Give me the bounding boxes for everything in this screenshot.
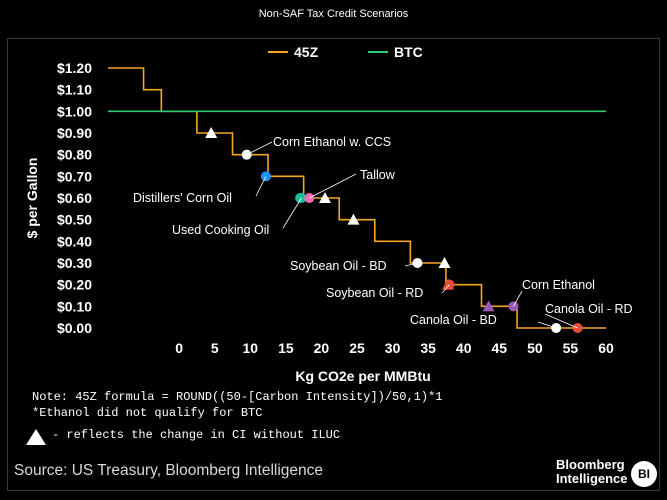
annotation-leader — [513, 290, 523, 307]
chart-title: Non-SAF Tax Credit Scenarios — [258, 8, 409, 20]
annotation-leader — [255, 176, 267, 197]
annotation-label: Canola Oil - BD — [410, 313, 497, 327]
ethanol-note: *Ethanol did not qualify for BTC — [32, 406, 263, 420]
data-point-triangle — [347, 213, 360, 225]
triangle-legend-icon — [26, 429, 46, 445]
y-axis-label: $ per Gallon — [24, 158, 40, 239]
data-point-triangle — [438, 257, 451, 268]
annotation-leader — [246, 141, 273, 156]
x-tick-label: 20 — [314, 340, 330, 356]
data-point-triangle — [482, 300, 495, 312]
data-point-triangle — [205, 127, 218, 138]
y-tick-label: $0.40 — [57, 233, 92, 249]
x-tick-label: 50 — [527, 340, 543, 356]
legend-label-45z: 45Z — [294, 44, 319, 60]
y-tick-label: $0.60 — [57, 190, 92, 206]
annotation-leader — [282, 197, 302, 229]
bi-badge-icon: BI — [631, 461, 657, 487]
logo-line-2: Intelligence — [556, 471, 628, 486]
x-tick-label: 45 — [491, 340, 507, 356]
x-axis-label: Kg CO2e per MMBtu — [295, 368, 430, 384]
y-tick-label: $1.20 — [57, 60, 92, 76]
x-tick-label: 40 — [456, 340, 472, 356]
legend-label-btc: BTC — [394, 44, 423, 60]
source-text: Source: US Treasury, Bloomberg Intellige… — [14, 462, 324, 479]
annotation-leader — [309, 173, 357, 199]
y-tick-label: $0.70 — [57, 168, 92, 184]
annotation-leader — [441, 284, 450, 294]
y-tick-label: $0.90 — [57, 125, 92, 141]
y-tick-label: $1.00 — [57, 103, 92, 119]
annotation-label: Tallow — [360, 168, 396, 182]
data-point-triangle — [442, 278, 455, 290]
y-tick-label: $0.30 — [57, 255, 92, 271]
annotation-leader — [537, 321, 557, 329]
annotation-label: Soybean Oil - RD — [326, 286, 423, 300]
annotation-label: Canola Oil - RD — [545, 302, 633, 316]
triangle-legend-text: - reflects the change in CI without ILUC — [52, 428, 341, 442]
annotation-label: Corn Ethanol w. CCS — [273, 135, 391, 149]
y-tick-label: $0.50 — [57, 212, 92, 228]
y-tick-label: $0.20 — [57, 277, 92, 293]
y-tick-label: $0.80 — [57, 147, 92, 163]
x-tick-label: 5 — [211, 340, 219, 356]
x-tick-label: 60 — [598, 340, 614, 356]
x-tick-label: 10 — [242, 340, 258, 356]
annotation-label: Soybean Oil - BD — [290, 259, 387, 273]
formula-note: Note: 45Z formula = ROUND((50-[Carbon In… — [32, 390, 443, 404]
annotation-label: Corn Ethanol — [522, 278, 595, 292]
x-tick-label: 0 — [175, 340, 183, 356]
data-point-triangle — [318, 192, 331, 203]
x-tick-label: 15 — [278, 340, 294, 356]
annotation-leader — [544, 313, 578, 329]
annotation-label: Used Cooking Oil — [172, 223, 269, 237]
x-tick-label: 30 — [385, 340, 401, 356]
logo-line-1: Bloomberg — [556, 457, 625, 472]
annotation-label: Distillers' Corn Oil — [133, 191, 232, 205]
y-tick-label: $1.10 — [57, 82, 92, 98]
bloomberg-logo: Bloomberg Intelligence — [556, 458, 628, 486]
x-tick-label: 55 — [563, 340, 579, 356]
x-tick-label: 35 — [420, 340, 436, 356]
chart-frame — [7, 38, 660, 491]
x-tick-label: 25 — [349, 340, 365, 356]
y-tick-label: $0.10 — [57, 298, 92, 314]
annotation-leader — [404, 262, 418, 267]
y-tick-label: $0.00 — [57, 320, 92, 336]
